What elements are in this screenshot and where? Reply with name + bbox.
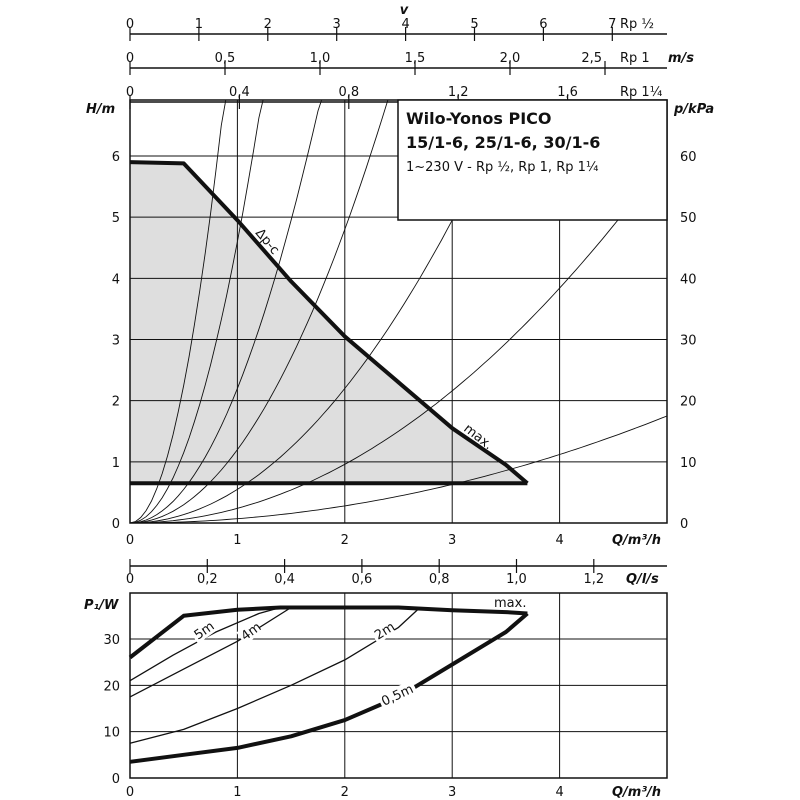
y2-tick-label: 40 bbox=[680, 272, 697, 287]
velocity-unit-label: Rp ½ bbox=[620, 17, 654, 32]
y-tick-label: 1 bbox=[112, 456, 120, 471]
power-x-axis-label: Q/m³/h bbox=[612, 785, 661, 800]
x-tick-label: 4 bbox=[555, 533, 563, 548]
power-curve-label-bg bbox=[189, 619, 216, 644]
max-curve bbox=[129, 160, 529, 485]
power-curve-2 bbox=[129, 606, 292, 698]
power-x-tick-label: 4 bbox=[555, 785, 563, 800]
power-plot-frame bbox=[129, 592, 668, 779]
velocity-tick-label: 0 bbox=[126, 17, 134, 32]
velocity-tick-label: 2 bbox=[264, 17, 272, 32]
power-y-tick-label: 20 bbox=[103, 679, 120, 694]
system-curve-5 bbox=[130, 155, 667, 523]
velocity-tick-label: 4 bbox=[401, 17, 409, 32]
power-curve-1 bbox=[129, 606, 281, 682]
velocity-unit-label: Rp 1¼ bbox=[620, 85, 663, 100]
power-max-label: max. bbox=[494, 596, 526, 611]
y2-tick-label: 20 bbox=[680, 395, 697, 410]
power-curve-label-group: 0,5m bbox=[377, 679, 418, 710]
power-y-axis-label: P₁/W bbox=[84, 598, 119, 613]
ls-tick-label: 0,2 bbox=[197, 572, 218, 587]
velocity-tick-label: 1,5 bbox=[405, 51, 426, 66]
velocity-tick-label: 1,2 bbox=[448, 85, 469, 100]
velocity-tick-label: 5 bbox=[470, 17, 478, 32]
ls-tick-label: 0,4 bbox=[274, 572, 295, 587]
power-y-tick-label: 0 bbox=[112, 772, 120, 787]
y-axis-label: H/m bbox=[86, 102, 115, 117]
velocity-tick-label: 1 bbox=[195, 17, 203, 32]
power-x-tick-label: 3 bbox=[448, 785, 456, 800]
y-tick-label: 4 bbox=[112, 272, 120, 287]
y2-tick-label: 30 bbox=[680, 334, 697, 349]
system-curve-2 bbox=[130, 100, 323, 523]
velocity-tick-label: 0,4 bbox=[229, 85, 250, 100]
velocity-tick-label: 2,5 bbox=[581, 51, 602, 66]
velocity-tick-label: 0,8 bbox=[338, 85, 359, 100]
y-tick-label: 3 bbox=[112, 334, 120, 349]
x-tick-label: 3 bbox=[448, 533, 456, 548]
y2-axis-label: p/kPa bbox=[673, 102, 714, 117]
ls-tick-label: 0 bbox=[126, 572, 134, 587]
power-curve-label-bg bbox=[377, 679, 418, 710]
y-tick-label: 0 bbox=[112, 517, 120, 532]
velocity-tick-label: 0 bbox=[126, 51, 134, 66]
ls-tick-label: 0,6 bbox=[352, 572, 373, 587]
y2-tick-label: 50 bbox=[680, 211, 697, 226]
velocity-tick-label: 6 bbox=[539, 17, 547, 32]
system-curve-3 bbox=[130, 100, 389, 523]
velocity-axis-unit: m/s bbox=[668, 51, 694, 66]
velocity-tick-label: 0,5 bbox=[215, 51, 236, 66]
x-tick-label: 0 bbox=[126, 533, 134, 548]
power-curve-label: 0,5m bbox=[379, 682, 416, 710]
y2-tick-label: 60 bbox=[680, 150, 697, 165]
power-x-tick-label: 2 bbox=[341, 785, 349, 800]
x-tick-label: 2 bbox=[341, 533, 349, 548]
system-curve-1 bbox=[130, 100, 264, 523]
power-y-tick-label: 10 bbox=[103, 726, 120, 741]
power-x-tick-label: 0 bbox=[126, 785, 134, 800]
velocity-unit-label: Rp 1 bbox=[620, 51, 650, 66]
velocity-tick-label: 0 bbox=[126, 85, 134, 100]
velocity-tick-label: 1,6 bbox=[557, 85, 578, 100]
y2-tick-label: 0 bbox=[680, 517, 688, 532]
power-y-tick-label: 30 bbox=[103, 633, 120, 648]
y-tick-label: 2 bbox=[112, 395, 120, 410]
system-curve-6 bbox=[130, 415, 667, 523]
chart-note: 1~230 V - Rp ½, Rp 1, Rp 1¼ bbox=[406, 160, 599, 175]
chart-title: Wilo-Yonos PICO bbox=[406, 109, 552, 128]
velocity-tick-label: 7 bbox=[608, 17, 616, 32]
power-curve-3 bbox=[129, 607, 421, 744]
velocity-tick-label: 2,0 bbox=[500, 51, 521, 66]
power-x-tick-label: 1 bbox=[233, 785, 241, 800]
velocity-tick-label: 1,0 bbox=[310, 51, 331, 66]
ls-tick-label: 1,2 bbox=[583, 572, 604, 587]
power-curve-label-group: 5m bbox=[189, 619, 217, 644]
velocity-label: v bbox=[400, 3, 409, 18]
power-curve-4 bbox=[129, 611, 529, 764]
title-box bbox=[397, 99, 668, 221]
power-curve-0 bbox=[128, 605, 528, 660]
y-tick-label: 6 bbox=[112, 150, 120, 165]
system-curve-0 bbox=[130, 100, 227, 523]
ls-tick-label: 1,0 bbox=[506, 572, 527, 587]
x-axis-label: Q/m³/h bbox=[612, 533, 661, 548]
ls-tick-label: 0,8 bbox=[429, 572, 450, 587]
power-curve-label-bg bbox=[369, 619, 396, 644]
power-curve-label-bg bbox=[236, 620, 263, 645]
chart-subtitle: 15/1-6, 25/1-6, 30/1-6 bbox=[406, 133, 600, 152]
power-curve-label-group: 4m bbox=[236, 620, 264, 645]
power-curve-label-group: 2m bbox=[369, 619, 398, 644]
ls-axis-label: Q/l/s bbox=[626, 572, 659, 587]
x-tick-label: 1 bbox=[233, 533, 241, 548]
y2-tick-label: 10 bbox=[680, 456, 697, 471]
velocity-tick-label: 3 bbox=[333, 17, 341, 32]
y-tick-label: 5 bbox=[112, 211, 120, 226]
